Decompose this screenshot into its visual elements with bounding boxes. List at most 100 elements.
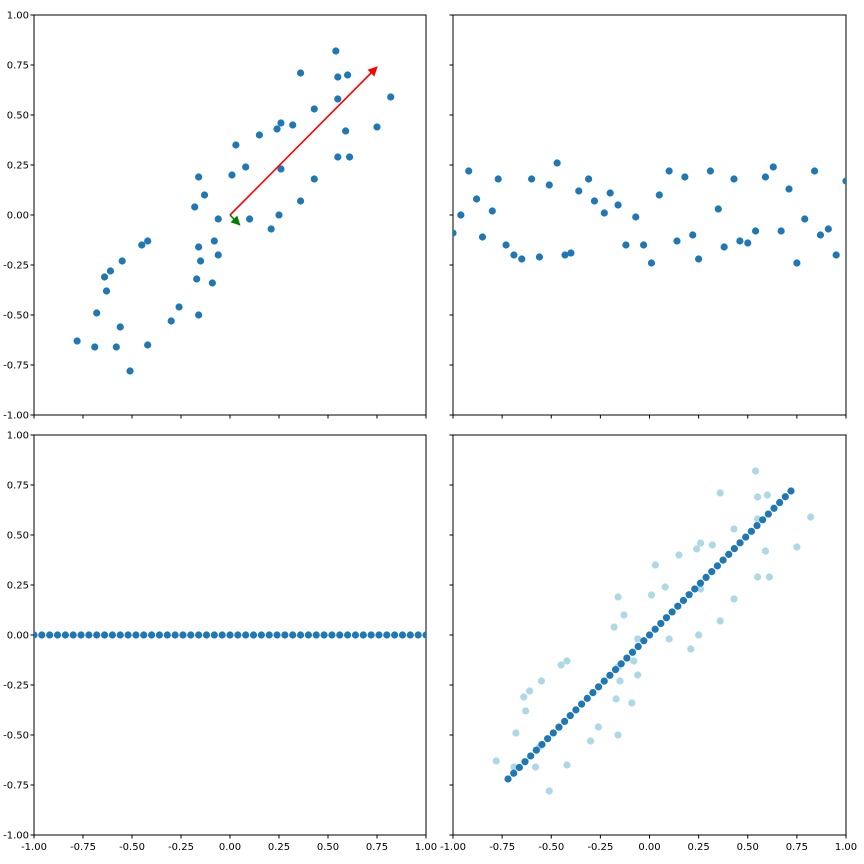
data-point xyxy=(257,631,265,639)
data-point xyxy=(273,125,281,133)
original-point xyxy=(807,513,815,521)
original-point xyxy=(594,723,603,731)
data-point xyxy=(281,631,289,639)
original-point xyxy=(675,551,683,559)
projected-point xyxy=(657,619,665,628)
data-point xyxy=(535,253,544,261)
data-point xyxy=(144,341,152,349)
x-tick-label: -0.75 xyxy=(489,842,515,853)
data-point xyxy=(242,631,250,639)
data-point xyxy=(228,171,236,179)
data-point xyxy=(334,73,342,81)
data-point xyxy=(647,259,656,267)
original-point xyxy=(753,493,762,501)
projected-point xyxy=(685,591,693,599)
data-point xyxy=(112,343,120,351)
projected-point xyxy=(662,614,671,622)
original-point xyxy=(752,467,760,475)
data-point xyxy=(267,225,275,233)
original-point xyxy=(563,657,571,665)
data-point xyxy=(195,243,203,251)
data-point xyxy=(195,311,203,319)
data-point xyxy=(93,631,101,639)
projected-point xyxy=(725,550,733,558)
x-tick-label: 0.50 xyxy=(317,842,339,853)
x-tick-label: -0.25 xyxy=(168,842,194,853)
original-point xyxy=(716,617,724,625)
original-point xyxy=(716,489,724,497)
data-point xyxy=(77,631,85,639)
data-point xyxy=(398,631,407,639)
projected-point xyxy=(544,735,552,743)
x-tick-label: -0.75 xyxy=(70,842,96,853)
data-point xyxy=(275,211,283,219)
y-tick-label: 0.75 xyxy=(7,481,29,492)
data-point xyxy=(214,251,222,259)
points-group xyxy=(453,159,846,267)
data-point xyxy=(249,631,258,639)
data-point xyxy=(465,167,473,175)
data-point xyxy=(345,153,354,161)
data-point xyxy=(494,175,502,183)
projected-point xyxy=(691,585,699,593)
data-point xyxy=(289,631,297,639)
original-point xyxy=(630,657,638,665)
projected-point xyxy=(600,677,608,685)
data-point xyxy=(273,631,281,639)
original-point xyxy=(708,541,716,549)
data-point xyxy=(414,631,422,639)
data-point xyxy=(155,631,164,639)
axes-frame xyxy=(452,14,847,416)
data-point xyxy=(375,631,383,639)
projected-point xyxy=(708,568,716,576)
data-point xyxy=(567,249,575,257)
data-point xyxy=(234,631,242,639)
projected-point xyxy=(776,498,784,507)
data-point xyxy=(328,631,336,639)
original-point xyxy=(492,757,500,765)
data-point xyxy=(310,105,318,113)
data-point xyxy=(116,323,124,331)
projected-point xyxy=(781,493,789,501)
data-point xyxy=(478,233,487,241)
data-point xyxy=(545,181,553,189)
data-point xyxy=(832,251,840,259)
data-point xyxy=(197,257,205,265)
data-point xyxy=(334,153,342,161)
original-point xyxy=(634,635,642,643)
data-point xyxy=(502,241,510,249)
projected-point xyxy=(753,521,761,530)
original-point xyxy=(614,731,622,739)
data-point xyxy=(53,631,62,639)
data-point xyxy=(518,255,526,263)
data-point xyxy=(510,251,518,259)
data-point xyxy=(824,225,832,233)
data-point xyxy=(736,237,744,245)
data-point xyxy=(785,185,793,193)
vector-arrow xyxy=(229,66,378,216)
projected-point xyxy=(572,706,580,714)
original-point xyxy=(563,761,571,769)
original-point xyxy=(661,583,669,591)
data-point xyxy=(359,631,367,639)
data-point xyxy=(296,69,305,77)
data-point xyxy=(167,317,175,325)
data-point xyxy=(138,241,146,249)
data-point xyxy=(640,241,648,249)
data-point xyxy=(342,127,350,135)
data-point xyxy=(320,631,328,639)
data-point xyxy=(179,631,187,639)
data-point xyxy=(208,279,216,287)
y-tick-label: -0.50 xyxy=(3,311,29,322)
data-point xyxy=(85,631,93,639)
original-point xyxy=(696,539,705,547)
data-point xyxy=(391,631,399,639)
y-tick-label: 0.25 xyxy=(7,581,29,592)
data-point xyxy=(714,205,722,213)
data-point xyxy=(406,631,414,639)
data-point xyxy=(124,631,132,639)
data-point xyxy=(144,237,152,245)
panel-bottom-left: -1.00 -0.75 -0.50 -0.25 0.00 0.25 0.50 0.75 1.00… xyxy=(3,431,437,854)
data-point xyxy=(126,367,134,375)
original-point xyxy=(634,671,642,679)
